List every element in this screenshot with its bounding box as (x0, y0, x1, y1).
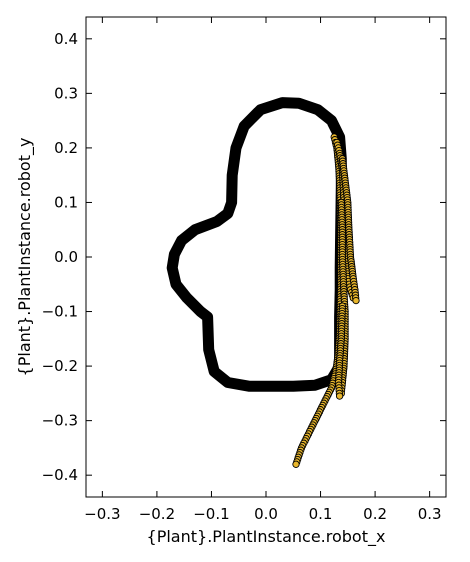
y-tick-label: 0.2 (54, 139, 78, 157)
y-tick-label: 0.0 (54, 248, 78, 266)
x-tick-label: 0.3 (418, 505, 442, 523)
data-point (352, 296, 360, 305)
x-tick-label: −0.2 (139, 505, 175, 523)
data-point (292, 460, 300, 468)
y-tick-label: 0.3 (54, 84, 78, 102)
y-tick-label: −0.1 (42, 303, 78, 321)
y-axis-label: {Plant}.PlantInstance.robot_y (15, 138, 35, 377)
y-tick-label: −0.2 (42, 357, 78, 375)
x-tick-label: 0.1 (309, 505, 333, 523)
x-tick-label: 0.2 (363, 505, 387, 523)
plot-marks (166, 97, 360, 468)
y-tick-label: 0.1 (54, 193, 78, 211)
y-tick-label: −0.3 (42, 412, 78, 430)
x-tick-label: −0.3 (84, 505, 120, 523)
x-tick-label: −0.1 (193, 505, 229, 523)
plot-area (166, 97, 360, 468)
y-tick-label: −0.4 (42, 466, 78, 484)
y-tick-label: 0.4 (54, 30, 78, 48)
x-tick-label: 0.0 (254, 505, 278, 523)
trajectory-series (334, 302, 347, 400)
data-point (335, 392, 344, 400)
axes: −0.3 −0.2 −0.1 0.0 0.1 0.2 0.3 0.4 0.3 0.2 0.1 0.0 −… (42, 16, 447, 523)
x-axis-label: {Plant}.PlantInstance.robot_x (147, 527, 386, 547)
